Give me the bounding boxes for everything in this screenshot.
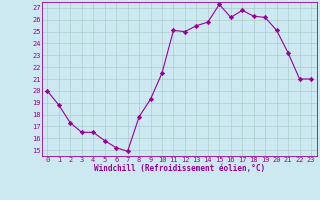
X-axis label: Windchill (Refroidissement éolien,°C): Windchill (Refroidissement éolien,°C) [94,164,265,173]
